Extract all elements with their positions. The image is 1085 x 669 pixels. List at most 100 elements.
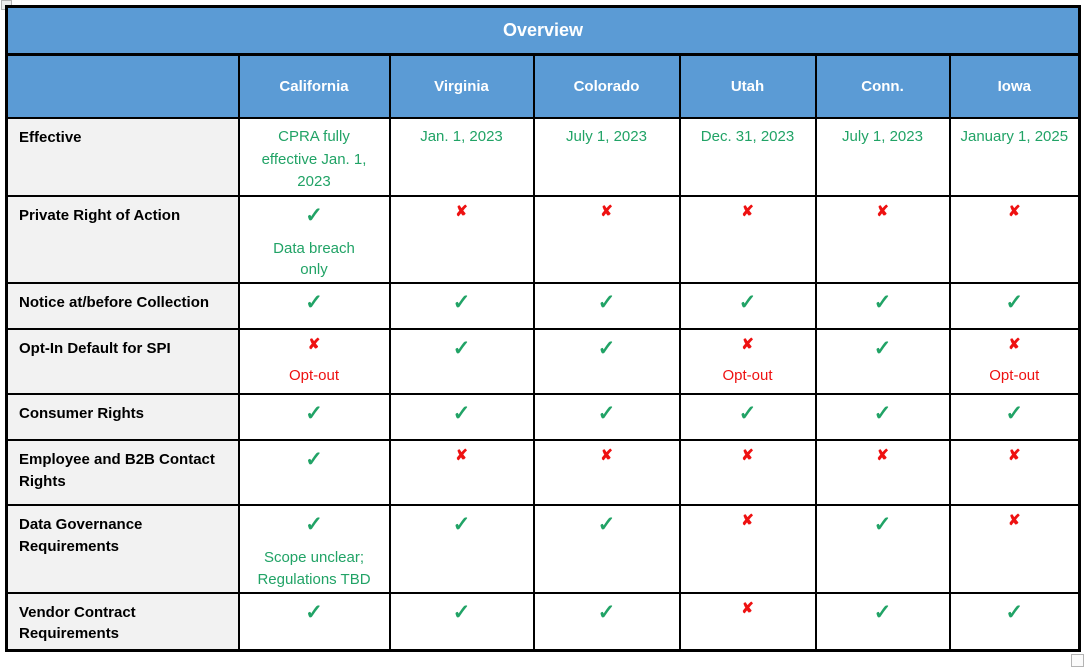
cell-conn: ✓ [814, 504, 951, 594]
check-icon: ✓ [873, 291, 892, 315]
cell-virginia: ✓ [388, 393, 535, 442]
row-label: Private Right of Action [5, 194, 240, 285]
cross-icon: ✘ [1008, 202, 1021, 220]
cell-california: ✓ [237, 393, 391, 442]
table-row: Private Right of Action ✓ Data breach only… [5, 194, 1081, 285]
cell-colorado: ✘ [532, 194, 681, 285]
cell-utah: ✓ [678, 282, 817, 331]
cell-text: CPRA fully effective Jan. 1, 2023 [261, 128, 367, 190]
check-icon: ✓ [597, 513, 616, 537]
cell-iowa: ✓ [948, 282, 1081, 331]
check-icon: ✓ [738, 291, 757, 315]
table-row: Employee and B2B Contact Rights ✓ ✘ ✘ ✘ ✘ ✘ [5, 439, 1081, 507]
table-resize-handle[interactable] [1071, 654, 1084, 667]
cell-california: ✓ Scope unclear; Regulations TBD [237, 504, 391, 594]
cross-icon: ✘ [455, 202, 468, 220]
cell-iowa: ✘ [948, 194, 1081, 285]
check-icon: ✓ [873, 337, 892, 361]
cell-colorado: ✓ [532, 504, 681, 594]
cell-colorado: ✘ [532, 439, 681, 507]
cell-utah: Dec. 31, 2023 [678, 117, 817, 197]
title-row: Overview [5, 5, 1081, 56]
cell-virginia: ✓ [388, 328, 535, 396]
cell-note: Opt-out [288, 366, 340, 384]
cell-utah: ✓ [678, 393, 817, 442]
table-row: Vendor Contract Requirements ✓ ✓ ✓ ✘ ✓ ✓ [5, 591, 1081, 652]
cell-conn: July 1, 2023 [814, 117, 951, 197]
cell-iowa: ✘ [948, 504, 1081, 594]
check-icon: ✓ [873, 513, 892, 537]
cell-virginia: ✓ [388, 591, 535, 652]
cell-utah: ✘ [678, 591, 817, 652]
cell-california: ✓ [237, 282, 391, 331]
check-icon: ✓ [873, 402, 892, 426]
check-icon: ✓ [597, 337, 616, 361]
cell-colorado: ✓ [532, 591, 681, 652]
table-row: Notice at/before Collection ✓ ✓ ✓ ✓ ✓ ✓ [5, 282, 1081, 331]
check-icon: ✓ [1005, 291, 1024, 315]
cell-utah: ✘ [678, 504, 817, 594]
cell-text: Jan. 1, 2023 [420, 128, 503, 145]
check-icon: ✓ [305, 600, 323, 624]
cell-virginia: ✓ [388, 504, 535, 594]
cross-icon: ✘ [741, 336, 754, 354]
check-icon: ✓ [452, 513, 471, 537]
cell-virginia: ✘ [388, 194, 535, 285]
check-icon: ✓ [738, 402, 757, 426]
cell-colorado: ✓ [532, 393, 681, 442]
cell-virginia: Jan. 1, 2023 [388, 117, 535, 197]
cell-colorado: July 1, 2023 [532, 117, 681, 197]
cell-text: January 1, 2025 [960, 128, 1069, 145]
cross-icon: ✘ [600, 447, 613, 465]
row-label: Data Governance Requirements [5, 504, 240, 594]
cell-iowa: January 1, 2025 [948, 117, 1081, 197]
cross-icon: ✘ [1008, 447, 1021, 465]
cell-california: ✓ [237, 439, 391, 507]
cell-note: Data breach only [273, 239, 355, 279]
overview-table: Overview California Virginia Colorado Ut… [5, 5, 1082, 653]
check-icon: ✓ [452, 600, 471, 624]
cell-note: Scope unclear; Regulations TBD [257, 549, 371, 588]
cross-icon: ✘ [455, 447, 468, 465]
cell-text: July 1, 2023 [842, 128, 923, 145]
check-icon: ✓ [597, 600, 616, 624]
check-icon: ✓ [305, 402, 323, 426]
cell-text: July 1, 2023 [566, 128, 647, 145]
cross-icon: ✘ [876, 202, 889, 220]
cell-conn: ✓ [814, 591, 951, 652]
cross-icon: ✘ [741, 599, 754, 617]
cell-california: ✓ [237, 591, 391, 652]
cell-colorado: ✓ [532, 282, 681, 331]
cell-note: Opt-out [989, 366, 1040, 384]
cell-utah: ✘ [678, 194, 817, 285]
row-label: Notice at/before Collection [5, 282, 240, 331]
row-label: Consumer Rights [5, 393, 240, 442]
cross-icon: ✘ [741, 512, 754, 530]
check-icon: ✓ [452, 402, 471, 426]
header-cell-colorado: Colorado [532, 53, 681, 119]
header-row: California Virginia Colorado Utah Conn. … [5, 53, 1081, 119]
table-row: Data Governance Requirements ✓ Scope uncle… [5, 504, 1081, 594]
row-label: Vendor Contract Requirements [5, 591, 240, 652]
check-icon: ✓ [1005, 600, 1024, 624]
table-row: Consumer Rights ✓ ✓ ✓ ✓ ✓ ✓ [5, 393, 1081, 442]
check-icon: ✓ [597, 291, 616, 315]
header-cell-utah: Utah [678, 53, 817, 119]
cell-utah: ✘ [678, 439, 817, 507]
cell-california: CPRA fully effective Jan. 1, 2023 [237, 117, 391, 197]
cell-colorado: ✓ [532, 328, 681, 396]
cell-conn: ✘ [814, 194, 951, 285]
cell-iowa: ✓ [948, 591, 1081, 652]
cross-icon: ✘ [741, 447, 754, 465]
cross-icon: ✘ [1008, 336, 1021, 354]
check-icon: ✓ [597, 402, 616, 426]
row-label: Opt-In Default for SPI [5, 328, 240, 396]
cross-icon: ✘ [600, 202, 613, 220]
cross-icon: ✘ [307, 336, 321, 354]
cell-virginia: ✓ [388, 282, 535, 331]
check-icon: ✓ [305, 448, 323, 472]
cell-iowa: ✘ [948, 439, 1081, 507]
check-icon: ✓ [452, 337, 471, 361]
cross-icon: ✘ [876, 447, 889, 465]
